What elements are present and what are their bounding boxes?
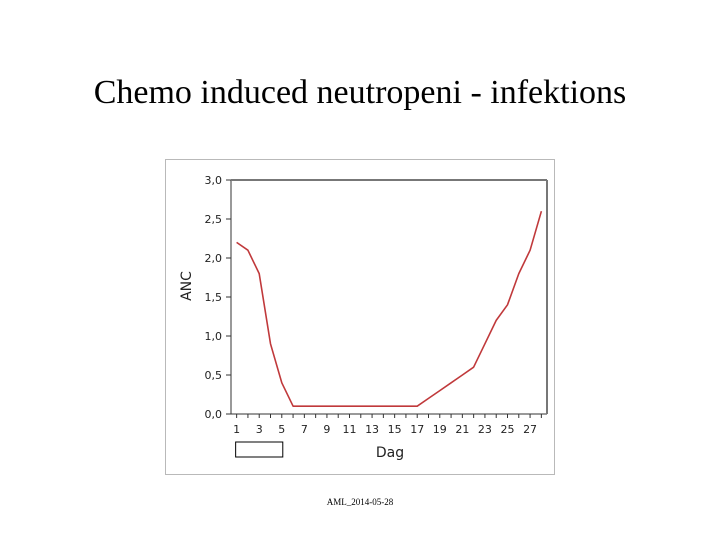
y-tick-label: 2,5 [205,213,223,226]
y-tick-label: 0,0 [205,408,223,421]
x-tick-label: 27 [523,423,537,436]
y-axis-title: ANC [179,271,195,301]
y-tick-label: 1,5 [205,291,223,304]
x-tick-label: 17 [410,423,424,436]
x-axis-title: Dag [376,445,404,461]
anc-series-line [236,210,543,407]
x-tick-label: 7 [301,423,308,436]
x-tick-label: 11 [343,423,357,436]
x-tick-label: 13 [365,423,379,436]
x-tick-label: 9 [323,423,330,436]
x-tick-label: 25 [501,423,515,436]
x-tick-label: 15 [388,423,402,436]
x-tick-label: 3 [256,423,263,436]
x-tick-label: 21 [455,423,469,436]
footer-text: AML_2014-05-28 [326,497,394,507]
treatment-period-box [235,441,284,458]
x-tick-label: 19 [433,423,447,436]
x-tick-label: 5 [278,423,285,436]
chart-frame: 0,0 0,5 1,0 1,5 2,0 2,5 3,0 1 3 5 7 9 11 13 15 17 19 21 2… [165,159,555,475]
y-tick-label: 3,0 [205,174,223,187]
x-tick-label: 23 [478,423,492,436]
anc-line-chart: 0,00,51,01,52,02,53,0 1 3 5 7 9 11 13 15 17 19 21 2… [179,174,548,461]
y-tick-label: 0,5 [205,369,223,382]
slide-title: Chemo induced neutropeni - infektions [93,74,627,111]
y-tick-label: 1,0 [205,330,223,343]
x-tick-label: 1 [233,423,240,436]
y-tick-label: 2,0 [205,252,223,265]
